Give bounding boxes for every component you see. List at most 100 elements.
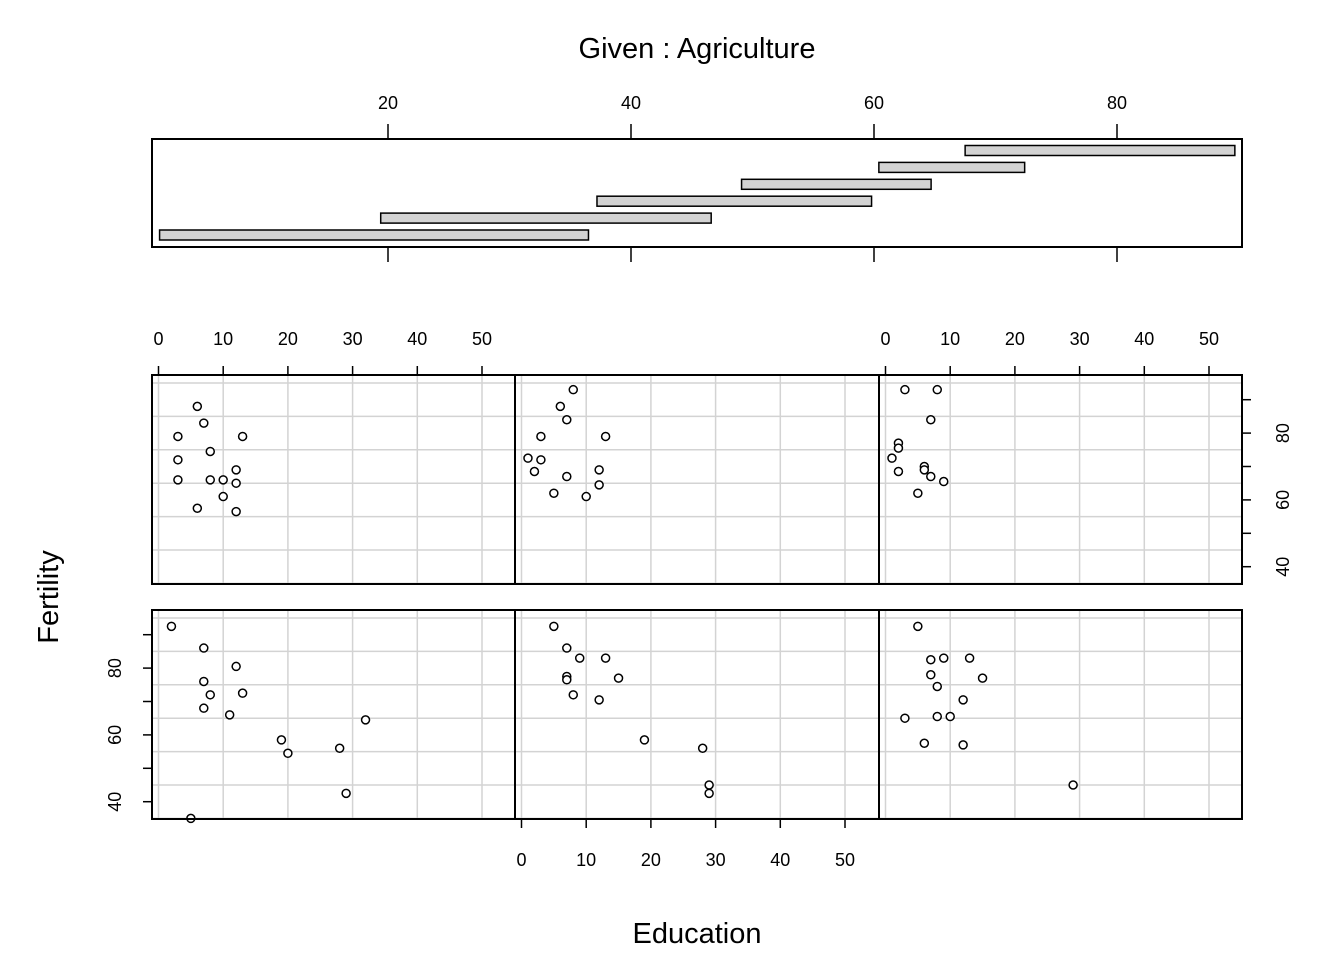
data-point	[562, 471, 572, 482]
y-tick-label: 40	[1273, 557, 1293, 577]
y-tick-label: 60	[105, 725, 125, 745]
data-point	[199, 643, 209, 653]
panel-row-frame	[151, 374, 1243, 585]
data-point	[199, 418, 209, 428]
data-point	[192, 401, 203, 412]
data-point	[938, 476, 949, 487]
x-axis-label: Education	[633, 918, 762, 950]
data-point	[237, 688, 248, 698]
y-tick-label: 40	[105, 792, 125, 812]
data-point	[600, 431, 611, 442]
data-point	[893, 466, 904, 477]
y-tick-label: 80	[105, 658, 125, 678]
x-tick-label: 20	[641, 850, 661, 870]
data-point	[900, 713, 910, 723]
panel-points	[549, 621, 714, 799]
given-interval-bar	[596, 195, 873, 207]
data-point	[913, 488, 923, 498]
data-point	[900, 384, 910, 395]
x-tick-label: 50	[1199, 329, 1219, 349]
panel-points	[523, 384, 611, 502]
data-point	[1068, 780, 1078, 790]
data-point	[945, 711, 955, 722]
y-tick-label: 60	[1273, 490, 1293, 510]
scatter-panels: 0 10 20 30 40 50 0 10 20 30 40 50 0 10 20 30 40 50 40 60 80 4…	[105, 329, 1293, 870]
y-tick-label: 80	[1273, 423, 1293, 443]
panel-points	[166, 621, 371, 824]
given-interval-bar	[158, 229, 590, 241]
panel-points	[173, 401, 248, 517]
data-point	[639, 735, 650, 745]
data-point	[926, 414, 936, 425]
x-tick-label: 20	[278, 329, 298, 349]
data-point	[231, 506, 241, 517]
data-point	[964, 653, 975, 663]
given-panel-frame	[151, 138, 1243, 248]
panel-row-frame	[151, 609, 1243, 820]
data-point	[218, 475, 228, 485]
panel-points	[900, 621, 1078, 790]
x-tick-label: 50	[472, 329, 492, 349]
data-point	[893, 443, 904, 453]
data-point	[913, 621, 923, 632]
data-point	[594, 480, 604, 490]
chart-title: Given : Agriculture	[579, 33, 816, 65]
given-tick-label: 40	[621, 93, 641, 113]
x-tick-label: 30	[706, 850, 726, 870]
data-point	[536, 431, 546, 442]
data-point	[173, 455, 183, 465]
data-point	[192, 503, 203, 513]
data-point	[173, 431, 183, 442]
data-point	[341, 788, 351, 799]
x-tick-label: 40	[407, 329, 427, 349]
given-interval-bar	[878, 161, 1026, 174]
data-point	[562, 414, 572, 425]
data-point	[594, 695, 604, 705]
given-interval-bar	[964, 144, 1236, 157]
data-point	[276, 735, 287, 745]
given-tick-label: 60	[864, 93, 884, 113]
data-point	[581, 491, 591, 502]
given-intervals-panel: 20 40 60 80	[151, 93, 1243, 262]
x-tick-label: 30	[343, 329, 363, 349]
data-point	[218, 491, 228, 502]
data-point	[958, 740, 968, 750]
data-point	[697, 743, 708, 754]
x-tick-label: 0	[516, 850, 526, 870]
data-point	[932, 711, 943, 722]
data-point	[613, 673, 624, 683]
data-point	[887, 453, 897, 463]
data-point	[926, 471, 936, 482]
data-point	[523, 453, 533, 463]
panel-grid	[152, 610, 515, 820]
data-point	[166, 621, 177, 632]
data-point	[173, 475, 183, 485]
data-point	[919, 465, 930, 475]
x-tick-label: 50	[835, 850, 855, 870]
x-tick-label: 10	[576, 850, 596, 870]
given-tick-label: 20	[378, 93, 398, 113]
data-point	[199, 676, 209, 687]
data-point	[205, 690, 216, 700]
data-point	[562, 643, 572, 653]
data-point	[932, 681, 943, 692]
data-point	[231, 465, 241, 475]
data-point	[199, 703, 209, 713]
data-point	[536, 455, 546, 465]
data-point	[224, 710, 235, 720]
data-point	[977, 673, 988, 683]
data-point	[938, 653, 949, 663]
data-point	[549, 488, 559, 498]
data-point	[568, 690, 579, 700]
x-tick-label: 40	[770, 850, 790, 870]
panel-points	[887, 384, 949, 498]
x-tick-label: 40	[1134, 329, 1154, 349]
x-tick-label: 10	[213, 329, 233, 349]
data-point	[594, 465, 604, 475]
data-point	[237, 431, 248, 442]
data-point	[360, 715, 371, 725]
data-point	[958, 695, 968, 705]
x-tick-label: 20	[1005, 329, 1025, 349]
data-point	[283, 748, 293, 759]
